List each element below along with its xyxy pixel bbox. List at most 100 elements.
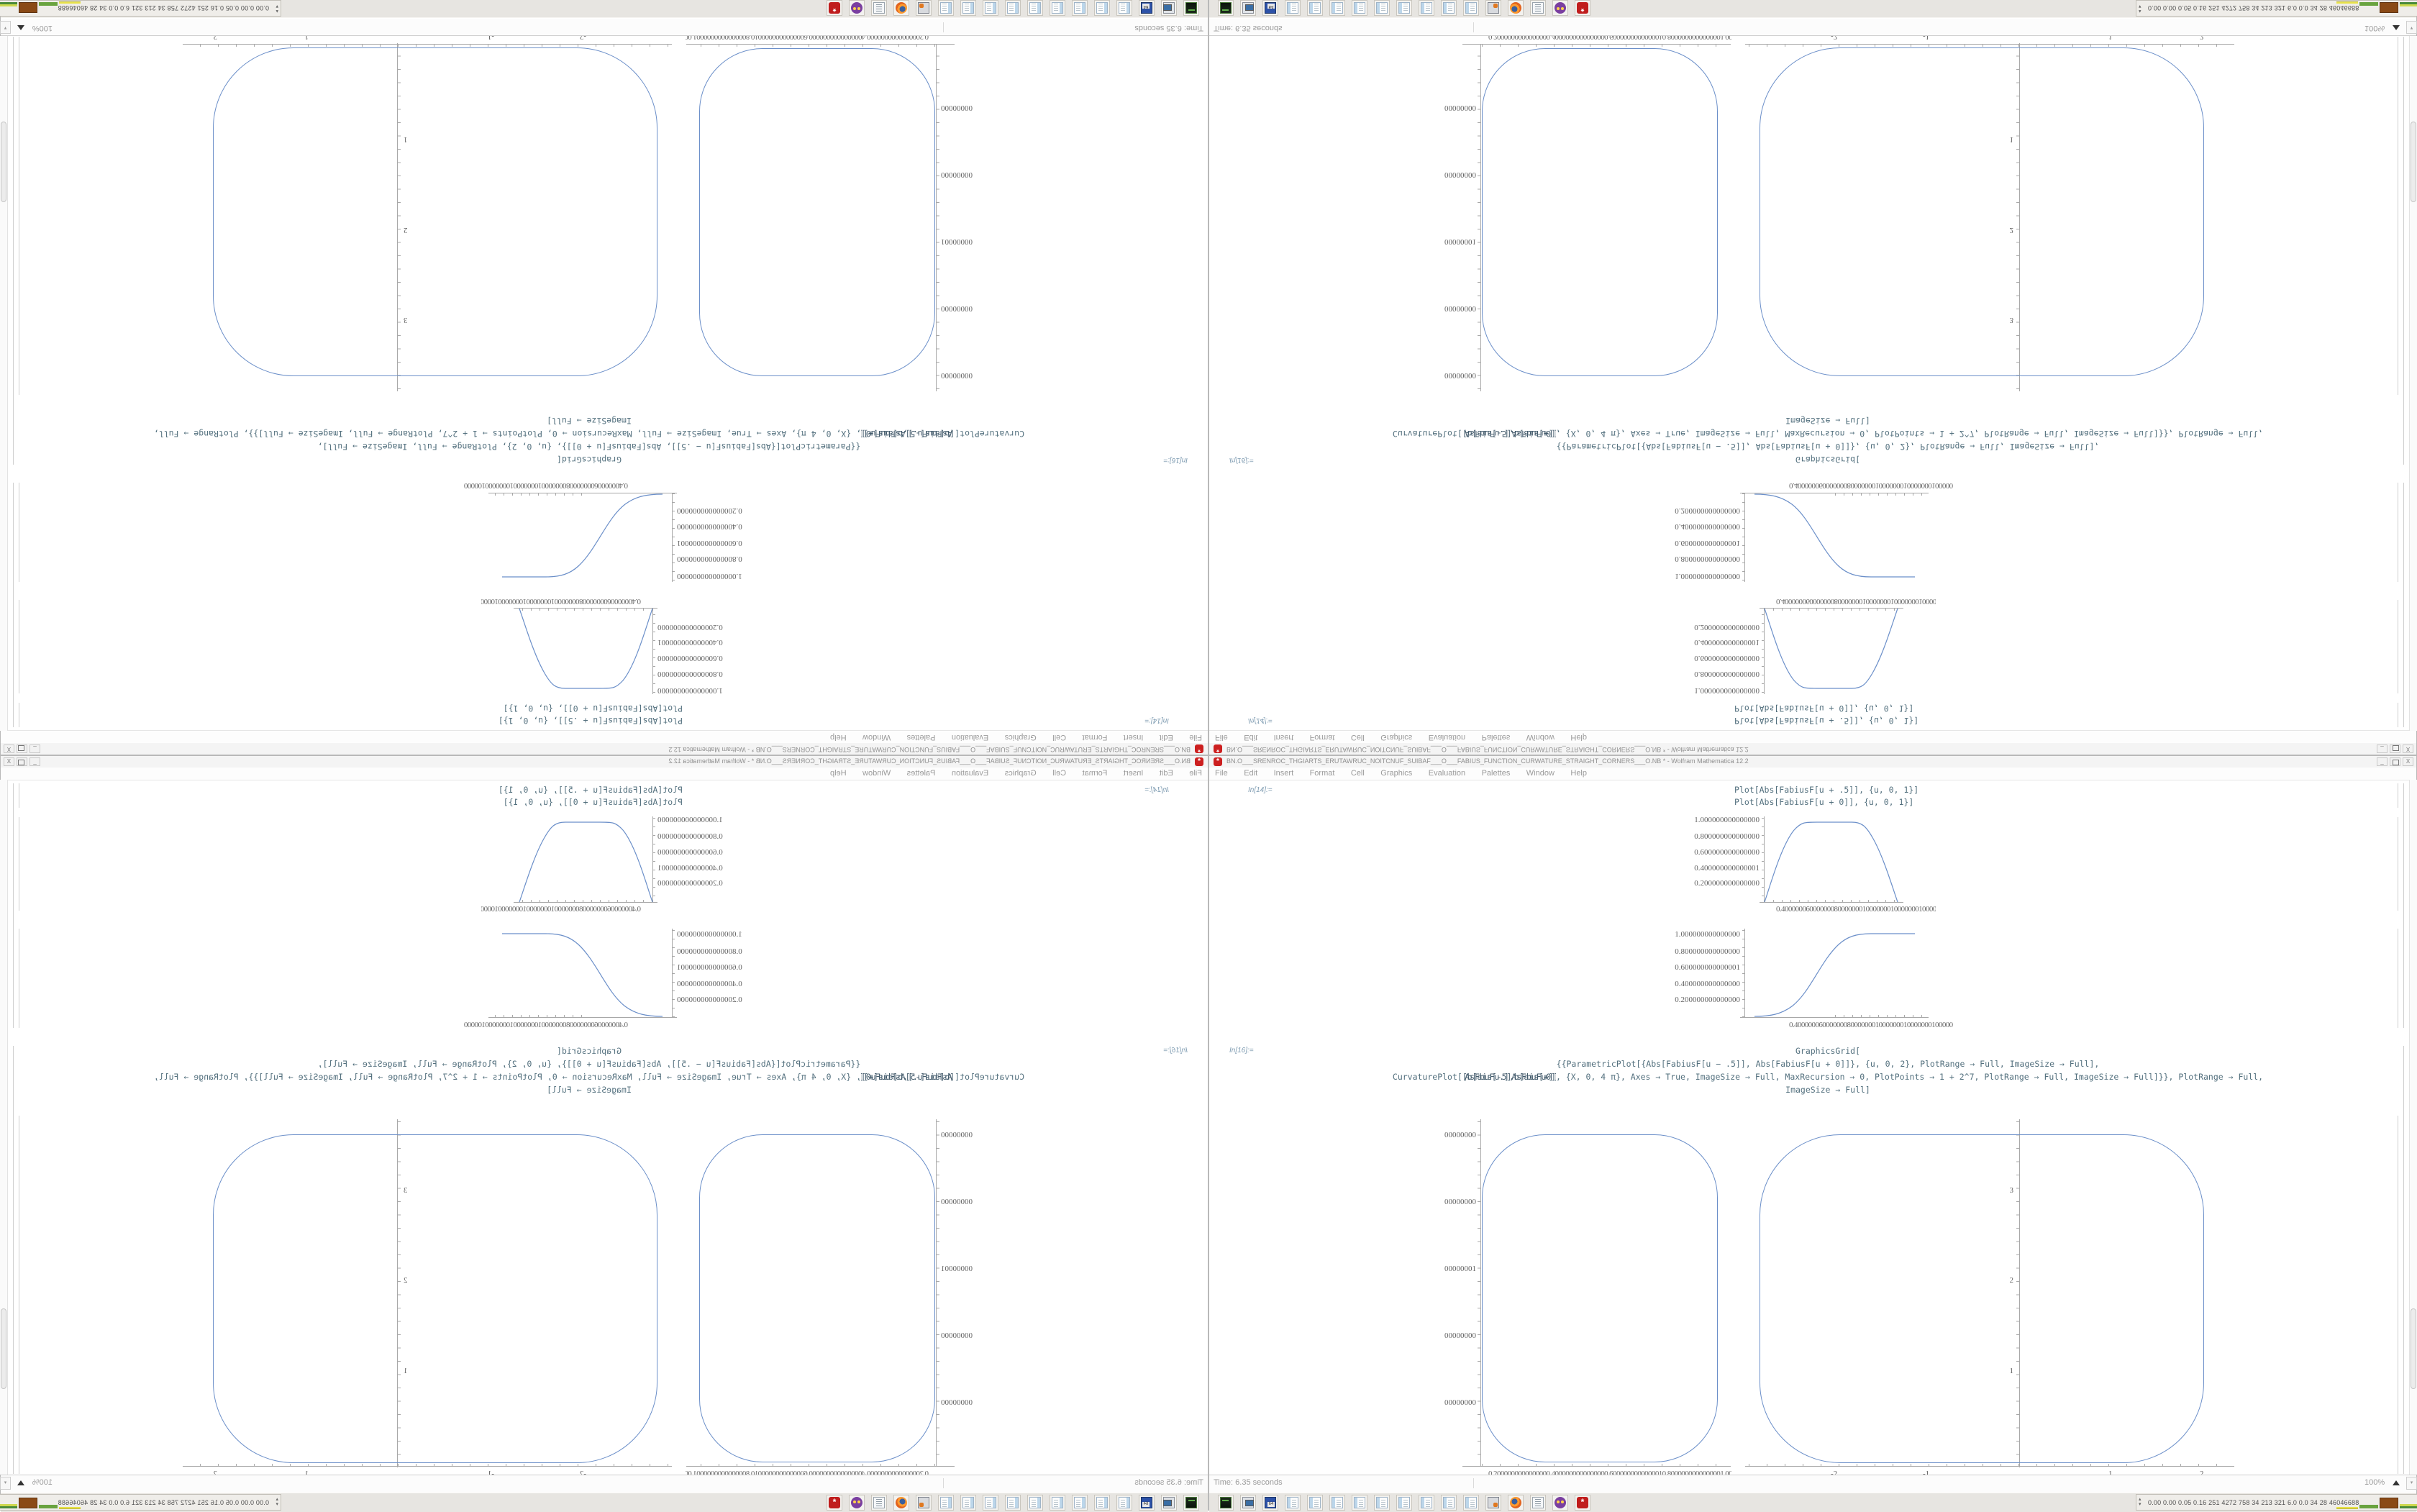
notebook-file-icon[interactable] — [1419, 1495, 1434, 1511]
notebook-file-icon[interactable] — [1072, 1495, 1088, 1511]
notebook-file-icon[interactable] — [1396, 1495, 1412, 1511]
cell-group-bracket[interactable] — [2403, 483, 2404, 727]
menu-evaluation[interactable]: Evaluation — [951, 769, 989, 778]
system-tray[interactable]: ▴ ▾ 0.00 0.00 0.05 0.16 251 4272 758 34 2… — [2136, 1494, 2417, 1511]
menu-file[interactable]: File — [1189, 733, 1202, 742]
firefox-icon[interactable] — [1508, 1495, 1524, 1511]
system-monitor-icon[interactable] — [1485, 1495, 1501, 1511]
floppy-disk-icon[interactable] — [1262, 0, 1278, 16]
menu-help[interactable]: Help — [1570, 769, 1587, 778]
zoom-dropdown-icon[interactable] — [17, 1480, 24, 1485]
scrollbar-thumb[interactable] — [2411, 1308, 2416, 1389]
title-bar[interactable]: * BN.O___SRENROC_THGIARTS_ERUTAWRUC_NOIT… — [1, 756, 1208, 768]
document-viewer-icon[interactable] — [1530, 0, 1546, 16]
notebook-file-icon[interactable] — [1419, 0, 1434, 16]
title-bar[interactable]: * BN.O___SRENROC_THGIARTS_ERUTAWRUC_NOIT… — [1209, 742, 2416, 755]
notebook-file-icon[interactable] — [1463, 1495, 1479, 1511]
zoom-level[interactable]: 100% — [2364, 1478, 2385, 1487]
scroll-corner-dropdown[interactable]: ▾ — [0, 1477, 11, 1490]
cell2-code-line1[interactable]: GraphicsGrid[ — [557, 1046, 622, 1056]
menu-graphics[interactable]: Graphics — [1004, 769, 1037, 778]
menu-edit[interactable]: Edit — [1244, 769, 1258, 778]
cell1-code-line2[interactable]: Plot[Abs[FabiusF[u + 0]], {u, 0, 1}] — [503, 797, 683, 807]
floppy-disk-icon[interactable] — [1139, 1495, 1155, 1511]
cell1-code-line2[interactable]: Plot[Abs[FabiusF[u + 0]], {u, 0, 1}] — [1734, 703, 1914, 714]
menu-help[interactable]: Help — [830, 733, 847, 742]
menu-file[interactable]: File — [1215, 769, 1228, 778]
menu-insert[interactable]: Insert — [1123, 769, 1144, 778]
zoom-dropdown-icon[interactable] — [2393, 1480, 2400, 1485]
minimize-button[interactable]: _ — [29, 744, 40, 753]
tray-updown-icon[interactable]: ▴ ▾ — [276, 1497, 278, 1507]
notebook-file-icon[interactable] — [1005, 1495, 1021, 1511]
notebook-file-icon[interactable] — [1285, 0, 1301, 16]
notebook-file-icon[interactable] — [1374, 1495, 1390, 1511]
maximize-button[interactable] — [17, 744, 27, 753]
notebook-file-icon[interactable] — [1072, 0, 1088, 16]
owl-app-icon[interactable] — [1552, 0, 1568, 16]
terminal-icon[interactable] — [1218, 1495, 1234, 1511]
menu-format[interactable]: Format — [1082, 769, 1108, 778]
system-tray[interactable]: ▴ ▾ 0.00 0.00 0.05 0.16 251 4272 758 34 2… — [2136, 0, 2417, 17]
cell2-code-line4[interactable]: ImageSize → Full] — [1785, 1085, 1870, 1095]
notebook-file-icon[interactable] — [1307, 1495, 1323, 1511]
cell-group-bracket[interactable] — [2403, 1046, 2404, 1474]
menu-palettes[interactable]: Palettes — [906, 733, 936, 742]
cell2-code-line3[interactable]: CurvaturePlot[[Abs[FabiusF[u-.5]],Abs[Fa… — [86, 429, 1093, 439]
cell-group-bracket[interactable] — [13, 37, 14, 465]
owl-app-icon[interactable] — [849, 1495, 865, 1511]
notebook-file-icon[interactable] — [1005, 0, 1021, 16]
cell1-code-line2[interactable]: Plot[Abs[FabiusF[u + 0]], {u, 0, 1}] — [503, 703, 683, 714]
menu-window[interactable]: Window — [862, 769, 891, 778]
menu-window[interactable]: Window — [1526, 733, 1555, 742]
cell1-code-line1[interactable]: Plot[Abs[FabiusF[u + .5]], {u, 0, 1}] — [498, 785, 683, 795]
owl-app-icon[interactable] — [849, 0, 865, 16]
menu-edit[interactable]: Edit — [1159, 733, 1173, 742]
notebook-file-icon[interactable] — [1285, 1495, 1301, 1511]
cell2-code-line2[interactable]: {{ParametricPlot[{Abs[FabiusF[u − .5]], … — [317, 1059, 861, 1069]
cell2-code-line1[interactable]: GraphicsGrid[ — [557, 455, 622, 465]
notebook-file-icon[interactable] — [1441, 1495, 1457, 1511]
firefox-icon[interactable] — [1508, 0, 1524, 16]
notebook-file-icon[interactable] — [1352, 1495, 1367, 1511]
mathematica-icon[interactable]: * — [1575, 1495, 1590, 1511]
cell2-code-line4[interactable]: ImageSize → Full] — [547, 1085, 632, 1095]
menu-help[interactable]: Help — [1570, 733, 1587, 742]
cell2-code-line3[interactable]: CurvaturePlot[[Abs[FabiusF[u-.5]],Abs[Fa… — [1324, 1072, 2331, 1082]
notebook-file-icon[interactable] — [1027, 0, 1043, 16]
menu-insert[interactable]: Insert — [1273, 769, 1294, 778]
menu-window[interactable]: Window — [1526, 769, 1555, 778]
system-tray[interactable]: ▴ ▾ 0.00 0.00 0.05 0.16 251 4272 758 34 2… — [0, 0, 281, 17]
minimize-button[interactable]: _ — [29, 757, 40, 766]
system-monitor-icon[interactable] — [916, 1495, 932, 1511]
menu-palettes[interactable]: Palettes — [1481, 769, 1511, 778]
notebook-file-icon[interactable] — [1094, 1495, 1110, 1511]
notebook-file-icon[interactable] — [983, 1495, 998, 1511]
notebook-file-icon[interactable] — [938, 0, 954, 16]
terminal-icon[interactable] — [1218, 0, 1234, 16]
menu-evaluation[interactable]: Evaluation — [1428, 769, 1466, 778]
minimize-button[interactable]: _ — [2377, 757, 2388, 766]
maximize-button[interactable] — [2390, 757, 2400, 766]
cell1-code-line1[interactable]: Plot[Abs[FabiusF[u + .5]], {u, 0, 1}] — [1734, 716, 1919, 726]
notebook-file-icon[interactable] — [1396, 0, 1412, 16]
menu-evaluation[interactable]: Evaluation — [951, 733, 989, 742]
computer-icon[interactable] — [1240, 1495, 1256, 1511]
menu-format[interactable]: Format — [1082, 733, 1108, 742]
cell2-code-line2[interactable]: {{ParametricPlot[{Abs[FabiusF[u − .5]], … — [1556, 1059, 2100, 1069]
computer-icon[interactable] — [1161, 0, 1177, 16]
document-viewer-icon[interactable] — [871, 1495, 887, 1511]
cell-group-bracket[interactable] — [2403, 783, 2404, 1028]
cell2-code-line2[interactable]: {{ParametricPlot[{Abs[FabiusF[u − .5]], … — [1556, 442, 2100, 452]
zoom-dropdown-icon[interactable] — [2393, 25, 2400, 30]
maximize-button[interactable] — [17, 757, 27, 766]
scrollbar-thumb[interactable] — [1, 1308, 6, 1389]
zoom-level[interactable]: 100% — [2364, 24, 2385, 32]
menu-cell[interactable]: Cell — [1052, 733, 1067, 742]
notebook-file-icon[interactable] — [1329, 1495, 1345, 1511]
floppy-disk-icon[interactable] — [1262, 1495, 1278, 1511]
notebook-file-icon[interactable] — [1116, 0, 1132, 16]
cell2-code-line4[interactable]: ImageSize → Full] — [547, 416, 632, 426]
mathematica-icon[interactable]: * — [827, 0, 842, 16]
menu-file[interactable]: File — [1189, 769, 1202, 778]
